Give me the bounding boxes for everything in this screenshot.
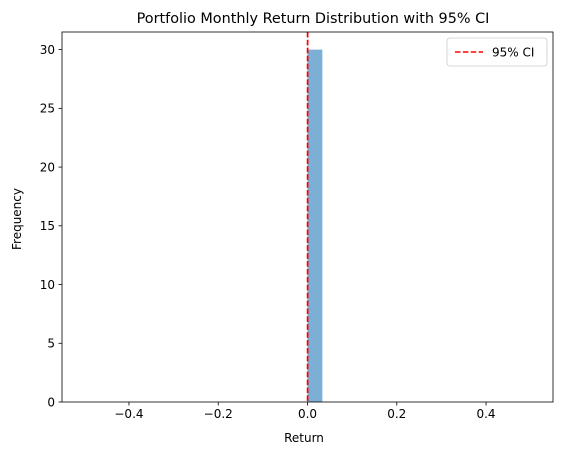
y-tick-label: 0 — [47, 395, 55, 409]
y-axis-label: Frequency — [10, 188, 24, 250]
chart-title: Portfolio Monthly Return Distribution wi… — [137, 11, 490, 27]
y-tick-label: 15 — [40, 219, 55, 233]
y-tick-label: 30 — [40, 43, 55, 57]
y-axis-ticks: 0 5 10 15 20 25 30 — [40, 43, 62, 409]
x-tick-label: 0.0 — [298, 407, 317, 421]
bars-layer — [307, 49, 323, 402]
legend-box — [446, 37, 548, 67]
x-tick-label: 0.4 — [476, 407, 495, 421]
y-tick-label: 25 — [40, 102, 55, 116]
x-tick-label: −0.2 — [204, 407, 233, 421]
y-tick-label: 5 — [47, 337, 55, 351]
x-tick-label: 0.2 — [387, 407, 406, 421]
x-axis-label: Return — [284, 431, 324, 445]
x-tick-label: −0.4 — [114, 407, 143, 421]
y-tick-label: 20 — [40, 160, 55, 174]
histogram-bar — [307, 49, 323, 402]
y-tick-label: 10 — [40, 278, 55, 292]
legend: 95% CI — [446, 37, 548, 67]
x-axis-ticks: −0.4 −0.2 0.0 0.2 0.4 — [114, 402, 496, 421]
legend-label: 95% CI — [492, 45, 534, 59]
